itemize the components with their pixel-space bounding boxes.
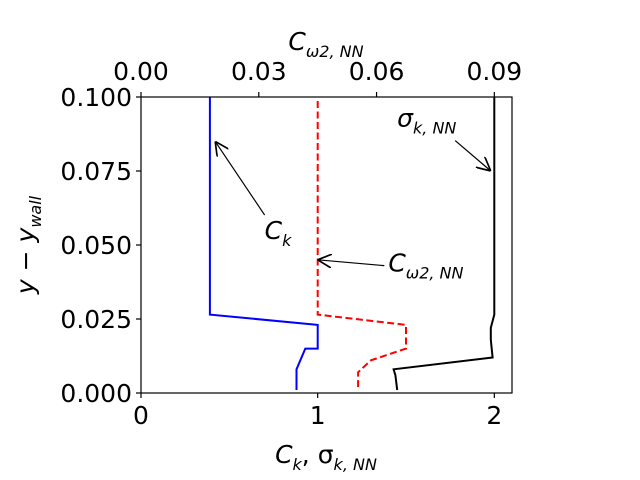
x-top-tick-label-1: 0.03	[231, 57, 287, 86]
plot-area	[141, 97, 512, 393]
series-line-2	[392, 97, 496, 391]
series-line-1	[316, 97, 407, 388]
annotation-label-1: Cω2, NN	[388, 249, 463, 283]
x-bottom-tick-label-1: 1	[310, 401, 326, 430]
x-top-axis-label: Cω2, NN	[288, 27, 363, 61]
y-tick-label-3: 0.075	[60, 157, 132, 186]
annotation-arrow-2	[454, 140, 491, 171]
x-top-tick-label-3: 0.09	[466, 57, 522, 86]
x-top-tick-label-2: 0.06	[349, 57, 405, 86]
x-bottom-axis-label: Ck, σk, NN	[275, 440, 377, 474]
y-tick-label-1: 0.025	[60, 305, 132, 334]
annotation-arrow-1	[318, 260, 385, 266]
x-top-tick-label-0: 0.00	[113, 57, 169, 86]
series-line-0	[208, 97, 319, 390]
tick-layer: 0 1 2 0.00 0.03 0.06 0.09 0.000 0.025 0.050 0.075 0…	[60, 57, 522, 430]
annotation-arrow-0	[215, 141, 266, 216]
y-axis-label: y − ywall	[11, 195, 45, 295]
annotation-layer: Ck Cω2, NN σk, NN	[215, 104, 491, 283]
x-bottom-tick-label-0: 0	[133, 401, 149, 430]
x-bottom-tick-label-2: 2	[486, 401, 502, 430]
y-tick-label-2: 0.050	[60, 231, 132, 260]
annotation-label-0: Ck	[265, 216, 292, 250]
annotation-label-2: σk, NN	[397, 104, 456, 138]
series-layer	[208, 97, 496, 391]
y-tick-label-0: 0.000	[60, 379, 132, 408]
y-tick-label-4: 0.100	[60, 83, 132, 112]
